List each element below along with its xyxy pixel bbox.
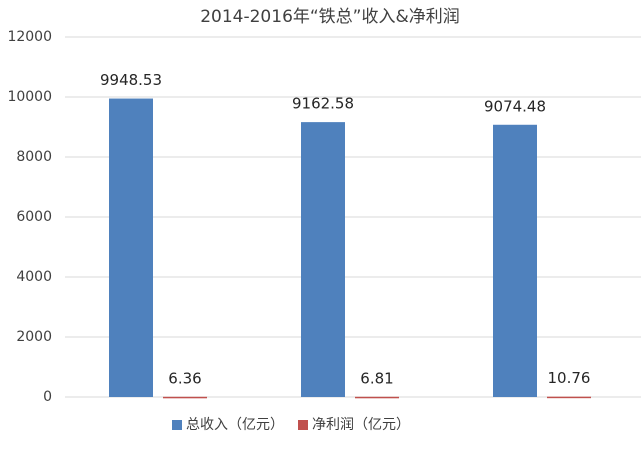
bar — [355, 396, 399, 399]
chart-title: 2014-2016年“铁总”收入&净利润 — [200, 7, 460, 27]
legend-swatch — [298, 420, 308, 430]
value-label: 9074.48 — [484, 97, 546, 115]
legend-label: 净利润（亿元） — [312, 417, 410, 433]
value-label: 9948.53 — [100, 71, 162, 89]
bar — [301, 122, 345, 398]
y-tick-label: 2000 — [16, 329, 52, 345]
value-label: 9162.58 — [292, 95, 354, 113]
bar — [547, 396, 591, 399]
legend-label: 总收入（亿元） — [186, 417, 284, 433]
y-tick-label: 0 — [43, 389, 52, 405]
y-tick-label: 6000 — [16, 209, 52, 225]
y-tick-label: 4000 — [16, 269, 52, 285]
legend-swatch — [172, 420, 182, 430]
value-label: 6.81 — [360, 369, 393, 387]
y-tick-label: 8000 — [16, 149, 52, 165]
bar — [493, 124, 537, 398]
value-label: 6.36 — [168, 369, 201, 387]
value-label: 10.76 — [548, 369, 591, 387]
bar — [109, 98, 153, 397]
bar — [163, 396, 207, 399]
y-tick-label: 10000 — [7, 89, 52, 105]
y-tick-label: 12000 — [7, 29, 52, 45]
